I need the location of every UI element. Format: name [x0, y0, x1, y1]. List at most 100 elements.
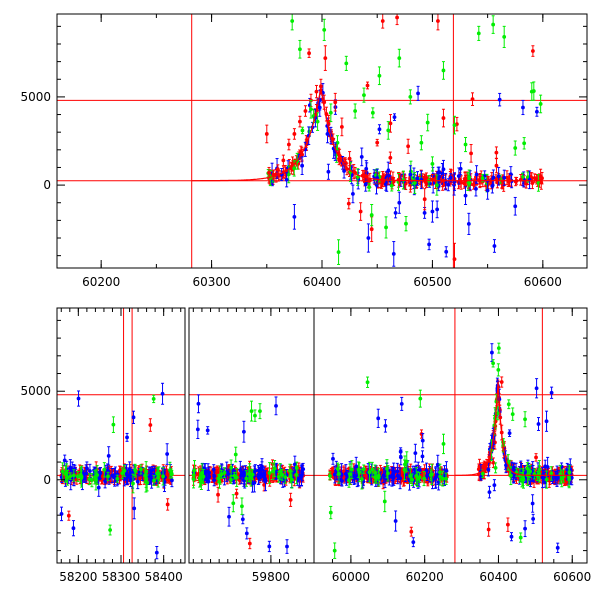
top-data-point — [314, 89, 319, 94]
bottom-dense-point — [196, 401, 201, 406]
top-dense-point — [307, 51, 311, 56]
bottom-dense-point — [76, 396, 81, 401]
top-data-point — [430, 209, 435, 214]
top-dense-point — [389, 183, 394, 188]
top-data-point — [474, 172, 479, 177]
top-data-point — [322, 27, 327, 32]
top-dense-point — [412, 181, 417, 185]
bottom-dense-point — [137, 470, 142, 475]
bottom-dense-point — [125, 435, 129, 440]
top-data-point — [416, 91, 420, 96]
top-data-point — [513, 204, 518, 209]
top-data-point — [452, 123, 457, 128]
bottom-dense-point — [274, 403, 278, 408]
top-data-point — [463, 142, 468, 147]
top-dense-point — [368, 178, 372, 183]
top-data-point — [502, 35, 507, 39]
bottom-dense-point — [66, 513, 71, 518]
top-dense-point — [458, 166, 463, 171]
x-tick-label: 58200 — [59, 570, 97, 584]
bottom-dense-point — [197, 476, 202, 480]
top-data-point — [362, 93, 366, 98]
top-data-point — [388, 121, 393, 126]
top-data-point — [476, 31, 481, 36]
x-tick-label: 60300 — [192, 275, 230, 289]
x-tick-label: 60200 — [82, 275, 120, 289]
bottom-dense-point — [169, 470, 174, 475]
bottom-dense-point — [212, 474, 217, 479]
bottom-dense-point — [148, 423, 153, 427]
bottom-dense-point — [274, 469, 279, 474]
bottom-dense-point — [75, 474, 80, 479]
bottom-dense-point — [92, 475, 97, 480]
bottom-dense-point — [87, 477, 92, 482]
bottom-dense-point — [160, 471, 165, 475]
top-dense-point — [370, 110, 375, 115]
bottom-dense-point — [211, 467, 216, 472]
top-data-point — [275, 167, 280, 172]
bottom-dense-point — [160, 391, 165, 396]
top-data-point — [485, 188, 490, 193]
bottom-dense-point — [201, 474, 206, 479]
top-data-point — [408, 172, 413, 177]
top-data-point — [323, 56, 328, 60]
top-dense-point — [375, 140, 380, 145]
top-dense-point — [434, 183, 439, 187]
bottom-segment-1-frame — [56, 307, 186, 564]
top-data-point — [347, 156, 352, 161]
top-dense-point — [497, 97, 502, 102]
top-data-point — [530, 49, 535, 53]
bottom-dense-point — [115, 476, 120, 481]
bottom-dense-point — [288, 497, 293, 502]
top-axes-frame — [56, 13, 588, 269]
top-dense-point — [393, 210, 398, 215]
top-dense-point — [467, 175, 472, 180]
bottom-dense-point — [131, 481, 135, 486]
bottom-dense-point — [127, 467, 132, 472]
top-dense-point — [470, 97, 475, 102]
bottom-dense-point — [241, 470, 245, 475]
bottom-dense-point — [240, 517, 245, 522]
x-tick-label: 60400 — [303, 275, 341, 289]
top-data-point — [344, 61, 349, 66]
bottom-dense-point — [249, 475, 253, 480]
top-data-point — [298, 119, 302, 124]
top-dense-point — [365, 83, 370, 88]
top-data-point — [366, 236, 371, 240]
top-data-point — [300, 163, 305, 168]
bottom-dense-point — [250, 472, 255, 477]
bottom-dense-point — [238, 468, 243, 473]
top-data-point — [290, 19, 295, 23]
bottom-dense-point — [253, 413, 257, 418]
bottom-dense-point — [128, 473, 133, 477]
top-dense-point — [363, 182, 368, 187]
bottom-dense-point — [103, 479, 107, 484]
model-curve — [191, 87, 543, 182]
bottom-dense-point — [240, 504, 244, 509]
top-data-point — [441, 167, 446, 172]
bottom-dense-point — [161, 474, 165, 479]
top-data-point — [466, 222, 471, 226]
bottom-segment-1-plot-area — [57, 308, 185, 563]
x-tick-label: 59800 — [252, 570, 290, 584]
top-data-point — [397, 200, 402, 205]
bottom-dense-point — [294, 473, 299, 477]
top-data-point — [325, 132, 330, 136]
bottom-dense-point — [247, 541, 252, 546]
bottom-dense-point — [249, 409, 254, 413]
bottom-dense-point — [131, 415, 136, 420]
bottom-dense-point — [88, 469, 92, 473]
bottom-dense-point — [71, 473, 76, 478]
top-dense-point — [435, 207, 440, 212]
bottom-segment-3-plot-area — [314, 308, 587, 563]
bottom-dense-point — [287, 468, 292, 473]
top-data-point — [303, 109, 308, 113]
bottom-dense-point — [204, 476, 209, 481]
top-dense-point — [490, 184, 495, 188]
top-data-point — [386, 169, 391, 173]
bottom-dense-point — [199, 479, 204, 484]
top-dense-point — [364, 166, 369, 171]
top-dense-point — [300, 128, 305, 133]
bottom-dense-point — [246, 472, 251, 476]
bottom-dense-point — [205, 428, 210, 433]
